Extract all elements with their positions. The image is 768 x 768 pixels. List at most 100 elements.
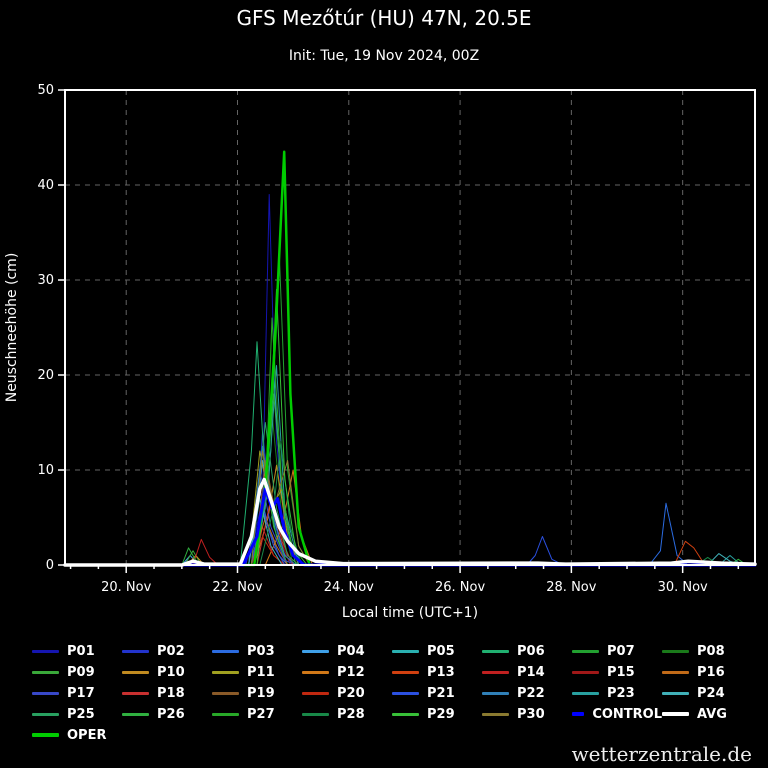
legend-label: P29	[427, 706, 455, 722]
series-p29	[64, 289, 756, 566]
series-p20	[64, 536, 756, 566]
legend-label: P01	[67, 643, 95, 659]
legend-item-p03: P03	[212, 642, 302, 660]
series-p03	[64, 488, 756, 566]
legend-swatch	[302, 670, 329, 674]
series-p18	[64, 498, 756, 566]
legend-label: P10	[157, 664, 185, 680]
legend-swatch	[482, 670, 509, 674]
x-axis-label: Local time (UTC+1)	[342, 605, 478, 621]
legend-swatch	[212, 670, 239, 674]
legend-swatch	[482, 691, 509, 695]
legend-item-p07: P07	[572, 642, 662, 660]
legend-swatch	[572, 712, 585, 716]
series-p27	[64, 317, 756, 566]
x-tick-label: 28. Nov	[546, 580, 596, 595]
legend-item-p29: P29	[392, 705, 482, 723]
legend-item-p13: P13	[392, 663, 482, 681]
plot-border	[64, 89, 756, 566]
legend-swatch	[32, 733, 59, 737]
legend-label: P14	[517, 664, 545, 680]
legend-swatch	[212, 712, 239, 716]
legend-swatch	[662, 691, 689, 695]
y-tick-label: 30	[37, 273, 54, 288]
legend-label: P17	[67, 685, 95, 701]
x-tick-label: 22. Nov	[212, 580, 262, 595]
series-p12	[64, 469, 756, 566]
legend-item-p02: P02	[122, 642, 212, 660]
series-p30	[64, 450, 756, 566]
legend-label: P18	[157, 685, 185, 701]
legend-label: P03	[247, 643, 275, 659]
legend-item-p15: P15	[572, 663, 662, 681]
series-p10	[64, 464, 756, 566]
legend-swatch	[122, 670, 149, 674]
snow-depth-chart: 0 10 20 30 40 50 20. Nov 22. Nov 24. Nov 26. Nov 2…	[4, 83, 757, 621]
series-p28	[64, 441, 756, 566]
series-p15	[64, 488, 756, 566]
legend-swatch	[482, 649, 509, 653]
legend-item-p10: P10	[122, 663, 212, 681]
series-control	[63, 487, 757, 567]
legend-label: P24	[697, 685, 725, 701]
series-oper	[63, 150, 757, 567]
legend-label: P13	[427, 664, 455, 680]
series-p16	[64, 517, 756, 566]
legend-swatch	[122, 691, 149, 695]
legend-swatch	[392, 649, 419, 653]
series-p23	[64, 365, 756, 566]
legend-label: P08	[697, 643, 725, 659]
legend-label: P02	[157, 643, 185, 659]
series-p01	[64, 194, 756, 566]
legend-item-p04: P04	[302, 642, 392, 660]
y-axis-label: Neuschneehöhe (cm)	[4, 253, 20, 403]
legend-swatch	[302, 691, 329, 695]
legend-item-p19: P19	[212, 684, 302, 702]
legend-item-p30: P30	[482, 705, 572, 723]
legend-swatch	[122, 712, 149, 716]
series-p26	[64, 393, 756, 566]
legend-item-p09: P09	[32, 663, 122, 681]
legend-item-p16: P16	[662, 663, 752, 681]
legend-swatch	[392, 670, 419, 674]
series-p25	[64, 422, 756, 566]
legend-label: CONTROL	[592, 706, 662, 722]
y-tick-label: 10	[37, 463, 54, 478]
legend-label: OPER	[67, 727, 107, 743]
legend-label: P05	[427, 643, 455, 659]
legend-swatch	[662, 670, 689, 674]
series-p13	[64, 507, 756, 566]
legend-item-p18: P18	[122, 684, 212, 702]
legend-swatch	[482, 712, 509, 716]
series-p08	[64, 412, 756, 566]
legend-label: P28	[337, 706, 365, 722]
legend-swatch	[662, 712, 689, 716]
legend-item-p23: P23	[572, 684, 662, 702]
x-tick-label: 26. Nov	[435, 580, 485, 595]
legend-swatch	[32, 649, 59, 653]
legend-label: P09	[67, 664, 95, 680]
legend-item-p11: P11	[212, 663, 302, 681]
x-tick-label: 20. Nov	[101, 580, 151, 595]
series-avg	[63, 477, 757, 567]
x-tick-label: 24. Nov	[324, 580, 374, 595]
legend-label: P27	[247, 706, 275, 722]
legend-label: P07	[607, 643, 635, 659]
legend-swatch	[572, 649, 599, 653]
legend-swatch	[392, 691, 419, 695]
page-title: GFS Mezőtúr (HU) 47N, 20.5E	[236, 6, 532, 30]
legend-label: P16	[697, 664, 725, 680]
legend-label: P06	[517, 643, 545, 659]
legend-item-p28: P28	[302, 705, 392, 723]
legend-label: P15	[607, 664, 635, 680]
legend-swatch	[662, 649, 689, 653]
series-p22	[64, 445, 756, 566]
legend-item-p17: P17	[32, 684, 122, 702]
legend-label: P26	[157, 706, 185, 722]
series-p24	[64, 498, 756, 566]
legend-label: P11	[247, 664, 275, 680]
legend-item-p12: P12	[302, 663, 392, 681]
legend-swatch	[122, 649, 149, 653]
legend-label: P22	[517, 685, 545, 701]
y-tick-label: 50	[37, 83, 54, 98]
